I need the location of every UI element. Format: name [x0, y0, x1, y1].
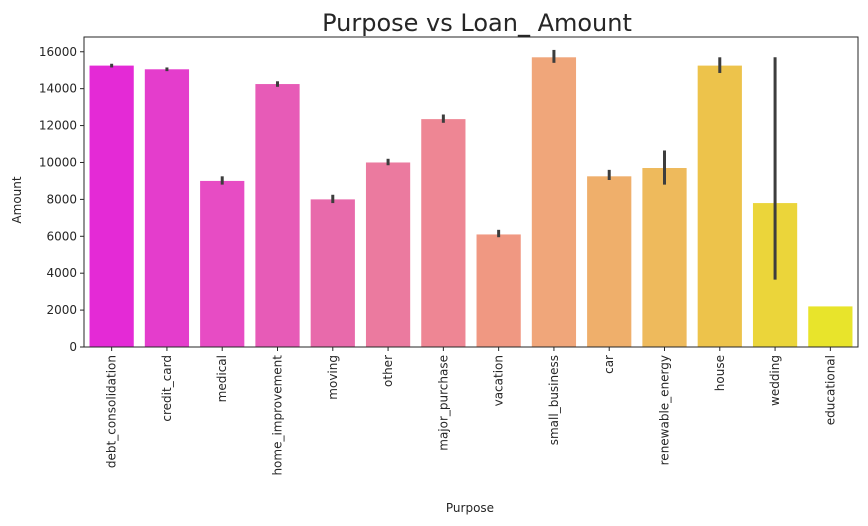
bar-vacation	[476, 234, 521, 347]
x-tick-label-house: house	[713, 355, 727, 391]
bar-house	[697, 65, 742, 347]
x-tick-label-other: other	[381, 355, 395, 387]
bar-educational	[808, 306, 853, 347]
y-tick-label-12000: 12000	[39, 119, 77, 133]
error-bars-group	[110, 49, 777, 280]
bar-car	[587, 176, 632, 347]
bars-group	[89, 57, 853, 348]
x-tick-label-home_improvement: home_improvement	[271, 355, 285, 476]
y-tick-label-16000: 16000	[39, 45, 77, 59]
y-tick-label-14000: 14000	[39, 82, 77, 96]
bar-major_purchase	[421, 119, 466, 347]
bar-debt_consolidation	[89, 65, 134, 347]
x-tick-label-educational: educational	[823, 355, 837, 425]
x-tick-label-small_business: small_business	[547, 355, 561, 445]
x-axis-label: Purpose	[446, 501, 494, 515]
bar-moving	[310, 199, 355, 347]
x-tick-label-renewable_energy: renewable_energy	[658, 355, 672, 465]
bar-small_business	[531, 57, 577, 348]
y-tick-label-8000: 8000	[46, 192, 77, 206]
x-tick-label-wedding: wedding	[768, 355, 782, 406]
y-axis-label: Amount	[10, 176, 24, 223]
x-tick-label-major_purchase: major_purchase	[436, 355, 450, 451]
x-tick-label-medical: medical	[215, 355, 229, 402]
chart-title: Purpose vs Loan_ Amount	[322, 9, 632, 37]
bar-home_improvement	[255, 84, 300, 347]
y-axis: 0 2000 4000 6000 8000 10000 12000 14000 16000	[39, 45, 84, 354]
x-tick-label-credit_card: credit_card	[160, 355, 174, 422]
bar-other	[365, 162, 411, 347]
plot-frame	[83, 36, 859, 348]
y-tick-label-4000: 4000	[46, 266, 77, 280]
x-tick-label-vacation: vacation	[492, 355, 506, 406]
x-axis: debt_consolidation credit_card medical home…	[105, 347, 837, 476]
x-tick-label-car: car	[602, 355, 616, 374]
y-tick-label-10000: 10000	[39, 155, 77, 169]
y-tick-label-0: 0	[69, 340, 77, 354]
x-tick-label-moving: moving	[326, 355, 340, 400]
bar-medical	[200, 180, 245, 347]
y-tick-label-2000: 2000	[46, 303, 77, 317]
x-tick-label-debt_consolidation: debt_consolidation	[105, 355, 119, 468]
bar-renewable_energy	[642, 168, 687, 347]
bar-credit_card	[144, 69, 190, 348]
y-tick-label-6000: 6000	[46, 229, 77, 243]
